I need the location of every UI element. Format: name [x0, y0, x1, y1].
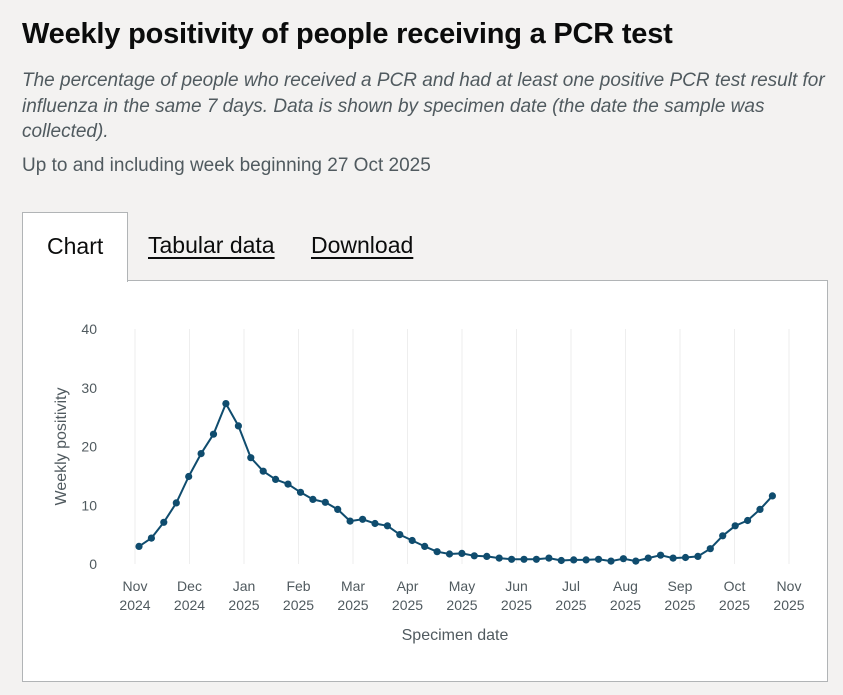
data-point[interactable] — [296, 488, 305, 496]
series-line — [138, 402, 774, 563]
data-point[interactable] — [532, 555, 540, 563]
x-tick-label-month: Nov — [777, 578, 802, 594]
x-tick-label-year: 2025 — [664, 597, 695, 613]
data-point[interactable] — [570, 556, 578, 564]
x-tick-label-month: Feb — [286, 578, 310, 594]
data-point[interactable] — [632, 557, 640, 565]
data-point[interactable] — [135, 542, 143, 550]
x-tick-label-month: Sep — [668, 578, 693, 594]
y-tick-label: 10 — [81, 497, 97, 513]
data-point[interactable] — [470, 552, 478, 560]
x-tick-label-year: 2024 — [174, 597, 205, 613]
data-point[interactable] — [520, 555, 528, 563]
data-point[interactable] — [607, 557, 615, 565]
data-point[interactable] — [272, 475, 280, 483]
x-tick-label-month: Mar — [341, 578, 365, 594]
data-point[interactable] — [383, 522, 391, 530]
data-point[interactable] — [433, 548, 441, 556]
data-point[interactable] — [396, 531, 404, 539]
data-point[interactable] — [582, 556, 590, 564]
data-point[interactable] — [508, 555, 516, 563]
data-point[interactable] — [644, 554, 652, 562]
data-point[interactable] — [359, 515, 367, 523]
y-axis-title: Weekly positivity — [53, 388, 70, 506]
data-point[interactable] — [247, 454, 255, 462]
x-tick-label-year: 2025 — [501, 597, 532, 613]
data-point[interactable] — [694, 552, 702, 560]
x-axis-title: Specimen date — [402, 627, 509, 644]
x-tick-label-year: 2025 — [773, 597, 804, 613]
data-point[interactable] — [657, 551, 665, 559]
data-point[interactable] — [619, 555, 628, 563]
chart-panel: Nov 2024 Dec 2024 Jan 2025 Feb 2025 Mar 2025 Apr 20… — [22, 280, 828, 682]
data-date-range: Up to and including week beginning 27 Oc… — [22, 155, 431, 176]
x-tick-label-month: Aug — [613, 578, 638, 594]
x-tick-label-year: 2025 — [555, 597, 586, 613]
x-tick-label-month: Jun — [505, 578, 528, 594]
tab-chart-label: Chart — [47, 233, 104, 259]
data-point[interactable] — [681, 553, 690, 562]
x-tick-label-year: 2025 — [337, 597, 368, 613]
data-point[interactable] — [421, 542, 429, 550]
data-point[interactable] — [756, 505, 764, 513]
data-point[interactable] — [259, 467, 267, 475]
data-point[interactable] — [209, 430, 218, 438]
data-point[interactable] — [483, 552, 491, 560]
x-tick-label-year: 2025 — [392, 597, 423, 613]
x-tick-label-year: 2025 — [283, 597, 314, 613]
chart-description: The percentage of people who received a … — [22, 70, 825, 142]
data-point[interactable] — [346, 517, 354, 525]
data-point[interactable] — [768, 492, 777, 500]
x-tick-label-year: 2025 — [719, 597, 750, 613]
x-tick-label-year: 2025 — [610, 597, 641, 613]
x-tick-label-month: Jan — [233, 578, 256, 594]
x-tick-label-month: Oct — [724, 578, 746, 594]
data-point[interactable] — [234, 422, 242, 430]
y-tick-label: 0 — [89, 556, 97, 572]
x-tick-label-month: May — [449, 578, 475, 594]
data-point[interactable] — [334, 505, 342, 513]
data-point[interactable] — [545, 554, 553, 562]
x-tick-label-year: 2025 — [228, 597, 259, 613]
data-point[interactable] — [719, 532, 727, 540]
tab-chart[interactable]: Chart — [22, 212, 128, 282]
data-point[interactable] — [731, 522, 739, 530]
data-point[interactable] — [371, 519, 379, 528]
data-point[interactable] — [445, 550, 454, 558]
data-point[interactable] — [197, 450, 205, 458]
y-tick-label: 30 — [81, 380, 97, 396]
data-point[interactable] — [321, 498, 329, 506]
x-tick-label-year: 2025 — [446, 597, 477, 613]
tab-download[interactable]: Download — [311, 232, 414, 258]
page-title: Weekly positivity of people receiving a … — [22, 18, 673, 50]
y-tick-label: 40 — [81, 321, 97, 337]
data-point[interactable] — [172, 499, 180, 507]
x-tick-label-month: Dec — [177, 578, 202, 594]
data-point[interactable] — [495, 554, 503, 562]
x-tick-label-month: Nov — [123, 578, 148, 594]
tab-tabular-data[interactable]: Tabular data — [148, 232, 275, 258]
data-point[interactable] — [284, 480, 292, 488]
data-point[interactable] — [669, 554, 677, 562]
y-tick-label: 20 — [81, 439, 97, 455]
data-point[interactable] — [706, 545, 714, 553]
data-point[interactable] — [594, 555, 603, 563]
x-tick-label-year: 2024 — [119, 597, 150, 613]
data-point[interactable] — [744, 516, 752, 525]
line-chart: Nov 2024 Dec 2024 Jan 2025 Feb 2025 Mar 2025 Apr 20… — [53, 321, 805, 644]
data-point[interactable] — [309, 495, 317, 503]
data-point[interactable] — [185, 472, 193, 481]
data-point[interactable] — [458, 549, 466, 557]
x-tick-label-month: Jul — [562, 578, 580, 594]
data-point[interactable] — [147, 534, 155, 542]
data-point[interactable] — [160, 518, 168, 526]
data-point[interactable] — [222, 400, 230, 408]
data-point[interactable] — [408, 536, 416, 545]
x-tick-label-month: Apr — [397, 578, 419, 594]
data-point[interactable] — [557, 556, 565, 565]
